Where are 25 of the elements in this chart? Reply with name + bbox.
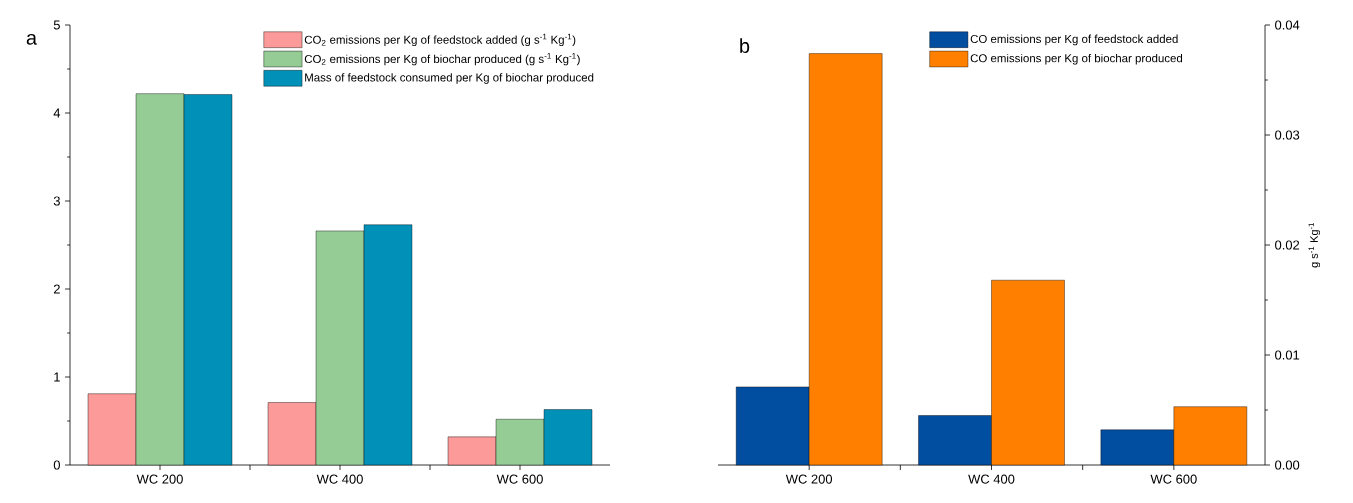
y-tick-label: 0.00 bbox=[1275, 460, 1300, 470]
x-tick-label: WC 600 bbox=[496, 474, 543, 484]
y-tick-label: 0 bbox=[53, 460, 60, 470]
x-tick-label: WC 600 bbox=[1150, 474, 1197, 484]
y-tick-label: 4 bbox=[53, 108, 61, 118]
legend-label: Mass of feedstock consumed per Kg of biochar produced bbox=[305, 73, 594, 84]
x-tick-label: WC 200 bbox=[785, 474, 833, 484]
x-tick-label: WC 400 bbox=[968, 474, 1015, 484]
text: a bbox=[26, 33, 37, 45]
y-tick-label: 5 bbox=[53, 20, 60, 30]
y-tick-label: 0.04 bbox=[1275, 20, 1300, 30]
legend-label: CO emissions per Kg of feedstock added bbox=[970, 34, 1178, 46]
y-tick-label: 0.01 bbox=[1275, 350, 1300, 360]
y-tick-label: 0.02 bbox=[1275, 240, 1300, 250]
legend-label: CO emissions per Kg of biochar produced bbox=[970, 53, 1183, 65]
x-tick-label: WC 200 bbox=[136, 474, 183, 484]
y-tick-label: 2 bbox=[53, 284, 60, 294]
annotation: b bbox=[740, 38, 750, 53]
legend-label: CO$_{2}$ emissions per Kg of biochar produced (g s$^{-1}$ Kg$^{-1}$) bbox=[304, 53, 580, 66]
y-axis-title: g s$^{-1}$ Kg$^{-1}$ bbox=[1308, 223, 1321, 268]
x-tick-label: WC 400 bbox=[316, 474, 363, 484]
y-tick-label: 1 bbox=[54, 372, 60, 382]
y-tick-label: 3 bbox=[53, 196, 60, 206]
y-tick-label: 0.03 bbox=[1275, 130, 1300, 140]
legend-label: CO$_{2}$ emissions per Kg of feedstock added (g s$^{-1}$ Kg$^{-1}$) bbox=[304, 33, 576, 47]
